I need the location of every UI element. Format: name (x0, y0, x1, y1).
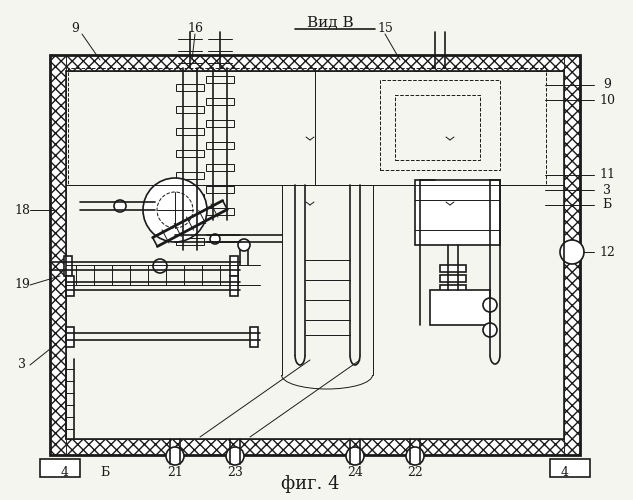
Text: фиг. 4: фиг. 4 (281, 475, 339, 493)
Bar (176, 172, 204, 179)
Text: Вид В: Вид В (306, 16, 353, 30)
Text: 23: 23 (227, 466, 243, 478)
Bar (206, 142, 234, 149)
Circle shape (483, 298, 497, 312)
Bar (395, 95, 480, 160)
Bar (564, 55, 580, 455)
Bar (68, 68, 546, 185)
Text: Б: Б (101, 466, 110, 478)
Text: 4: 4 (61, 466, 69, 478)
Bar (206, 76, 234, 83)
Bar (176, 238, 204, 245)
Text: 3: 3 (603, 184, 611, 196)
Circle shape (238, 239, 250, 251)
Circle shape (143, 178, 207, 242)
Circle shape (166, 447, 184, 465)
Bar (40, 459, 80, 477)
Bar (206, 186, 234, 193)
Bar (176, 128, 204, 135)
Text: 4: 4 (561, 466, 569, 478)
Circle shape (560, 240, 584, 264)
Bar (550, 459, 590, 477)
Circle shape (226, 447, 244, 465)
Text: 24: 24 (347, 466, 363, 478)
Bar (176, 84, 204, 91)
Text: 21: 21 (167, 466, 183, 478)
Text: 10: 10 (599, 94, 615, 106)
Bar (230, 276, 238, 296)
Bar (440, 285, 466, 292)
Bar (50, 55, 580, 455)
Circle shape (406, 447, 424, 465)
Bar (440, 265, 466, 272)
Bar (415, 180, 500, 245)
Circle shape (114, 200, 126, 212)
Bar (430, 290, 490, 325)
Bar (206, 120, 234, 127)
Text: 9: 9 (71, 22, 79, 35)
Text: 16: 16 (187, 22, 203, 35)
Bar (440, 275, 466, 282)
Bar (50, 55, 66, 455)
Bar (66, 439, 564, 455)
Bar (176, 194, 204, 201)
Bar (66, 55, 564, 71)
Bar (206, 208, 234, 215)
Circle shape (153, 259, 167, 273)
Text: 12: 12 (599, 246, 615, 258)
Bar (380, 80, 500, 170)
Text: 15: 15 (377, 22, 393, 35)
Bar (176, 106, 204, 113)
Bar (176, 150, 204, 157)
Text: 22: 22 (407, 466, 423, 478)
Text: 3: 3 (18, 358, 26, 372)
Circle shape (483, 323, 497, 337)
Bar (230, 256, 238, 276)
Bar (176, 216, 204, 223)
Bar (250, 327, 258, 347)
Text: Б: Б (603, 198, 611, 211)
Text: 11: 11 (599, 168, 615, 181)
Bar (206, 98, 234, 105)
Bar (66, 327, 74, 347)
Bar (206, 164, 234, 171)
Text: 18: 18 (14, 204, 30, 216)
Bar (64, 256, 72, 276)
Text: 19: 19 (14, 278, 30, 291)
Text: 9: 9 (603, 78, 611, 92)
Circle shape (346, 447, 364, 465)
Bar (66, 276, 74, 296)
Circle shape (210, 234, 220, 244)
